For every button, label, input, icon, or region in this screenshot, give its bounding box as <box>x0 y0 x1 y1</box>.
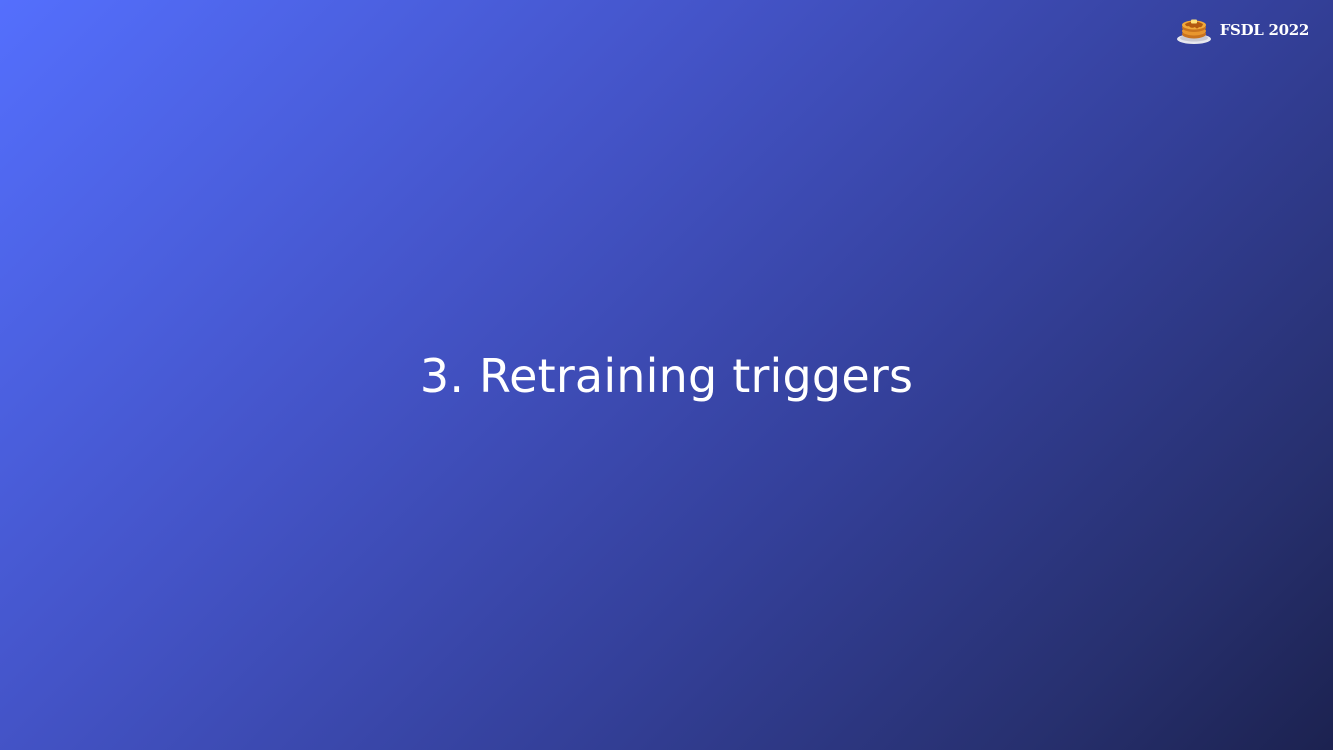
pancake-stack-icon <box>1176 15 1212 45</box>
brand-header: FSDL 2022 <box>1176 15 1309 45</box>
brand-label: FSDL 2022 <box>1220 21 1309 39</box>
slide-title: 3. Retraining triggers <box>0 346 1333 406</box>
